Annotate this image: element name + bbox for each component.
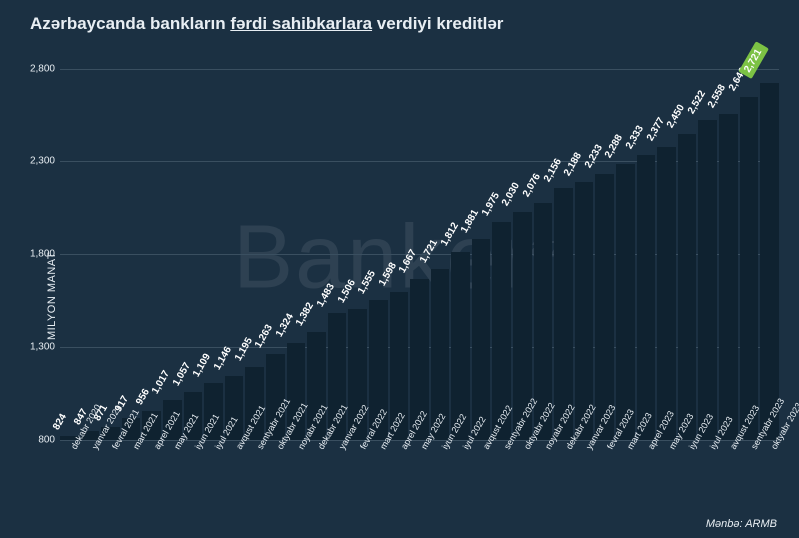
bar-slot: 1,812 — [451, 50, 470, 440]
x-label-slot: yanvar 2021 — [81, 442, 100, 538]
bar-slot: 2,558 — [719, 50, 738, 440]
x-axis-labels: dekabr 2020yanvar 2021fevral 2021mart 20… — [60, 442, 779, 538]
bar-slot: 2,646 — [740, 50, 759, 440]
bar: 2,188 — [575, 182, 594, 440]
x-label-slot: oktyabr 2021 — [266, 442, 285, 538]
x-label-slot: iyul 2021 — [204, 442, 223, 538]
bar-value-label: 2,721 — [739, 41, 770, 79]
y-tick: 1,800 — [20, 249, 55, 260]
bar-slot: 1,975 — [492, 50, 511, 440]
bar: 1,881 — [472, 239, 491, 440]
bar-slot: 1,109 — [204, 50, 223, 440]
y-tick: 2,300 — [20, 156, 55, 167]
x-label-slot: iyun 2021 — [184, 442, 203, 538]
bar-slot: 1,057 — [184, 50, 203, 440]
x-label-slot: yanvar 2022 — [328, 442, 347, 538]
chart-title: Azərbaycanda bankların fərdi sahibkarlar… — [30, 14, 503, 34]
title-prefix: Azərbaycanda bankların — [30, 14, 230, 33]
bar-slot: 871 — [101, 50, 120, 440]
bar-slot: 1,506 — [348, 50, 367, 440]
bar-slot: 1,324 — [287, 50, 306, 440]
x-label-slot: may 2023 — [657, 442, 676, 538]
x-label-slot: may 2021 — [163, 442, 182, 538]
bar-slot: 1,483 — [328, 50, 347, 440]
x-label-slot: avqust 2021 — [225, 442, 244, 538]
x-label-slot: fevral 2022 — [348, 442, 367, 538]
x-label-slot: dekabr 2020 — [60, 442, 79, 538]
x-label-slot: may 2022 — [410, 442, 429, 538]
bar-slot: 1,598 — [390, 50, 409, 440]
bar: 2,721 — [760, 83, 779, 440]
bar: 2,156 — [554, 188, 573, 440]
bar-slot: 2,233 — [595, 50, 614, 440]
x-label-slot: dekabr 2021 — [307, 442, 326, 538]
x-label-slot: aprel 2021 — [142, 442, 161, 538]
x-label-slot: fevral 2021 — [101, 442, 120, 538]
x-label-slot: iyun 2022 — [431, 442, 450, 538]
bar-slot: 917 — [122, 50, 141, 440]
bar-slot: 2,288 — [616, 50, 635, 440]
bar-slot: 1,555 — [369, 50, 388, 440]
bar-slot: 2,333 — [637, 50, 656, 440]
bar: 2,558 — [719, 114, 738, 440]
y-tick: 1,300 — [20, 342, 55, 353]
title-suffix: verdiyi kreditlər — [372, 14, 503, 33]
bars-group: 8248478719179561,0171,0571,1091,1461,195… — [60, 50, 779, 440]
y-axis-label: MILYON MANAT — [46, 252, 58, 340]
x-label-slot: avqust 2022 — [472, 442, 491, 538]
bar-slot: 2,156 — [554, 50, 573, 440]
source-label: Mənbə: ARMB — [706, 518, 777, 530]
x-label-slot: iyul 2022 — [451, 442, 470, 538]
x-label-slot: mart 2022 — [369, 442, 388, 538]
x-label-slot: aprel 2023 — [637, 442, 656, 538]
bar-slot: 1,881 — [472, 50, 491, 440]
chart-container: Azərbaycanda bankların fərdi sahibkarlar… — [0, 0, 799, 538]
x-label-slot: dekabr 2022 — [554, 442, 573, 538]
x-label-slot: fevral 2023 — [595, 442, 614, 538]
plot-area: 8001,3001,8002,3002,800 8248478719179561… — [60, 50, 779, 440]
bar: 2,377 — [657, 147, 676, 440]
x-label-slot: mart 2023 — [616, 442, 635, 538]
y-tick: 800 — [20, 435, 55, 446]
x-label-slot: noyabr 2021 — [287, 442, 306, 538]
x-label-slot: sentyabr 2022 — [492, 442, 511, 538]
x-label-slot: mart 2021 — [122, 442, 141, 538]
bar-slot: 1,195 — [245, 50, 264, 440]
bar-slot: 1,382 — [307, 50, 326, 440]
bar-slot: 1,146 — [225, 50, 244, 440]
x-label-slot: yanvar 2023 — [575, 442, 594, 538]
y-tick: 2,800 — [20, 63, 55, 74]
bar: 2,522 — [698, 120, 717, 440]
bar-slot: 2,076 — [534, 50, 553, 440]
x-label-slot: noyabr 2022 — [534, 442, 553, 538]
x-label-slot: iyun 2023 — [678, 442, 697, 538]
bar-slot: 824 — [60, 50, 79, 440]
bar: 2,646 — [740, 97, 759, 440]
x-label-slot: sentyabr 2021 — [245, 442, 264, 538]
bar-slot: 847 — [81, 50, 100, 440]
bar: 2,288 — [616, 164, 635, 440]
bar: 2,333 — [637, 155, 656, 440]
title-underline: fərdi sahibkarlara — [230, 14, 372, 33]
x-label-slot: aprel 2022 — [390, 442, 409, 538]
bar-slot: 2,030 — [513, 50, 532, 440]
x-label-slot: oktyabr 2022 — [513, 442, 532, 538]
bar-value-label: 824 — [51, 412, 69, 432]
bar-slot: 1,263 — [266, 50, 285, 440]
bar: 2,450 — [678, 134, 697, 440]
bar-slot: 2,188 — [575, 50, 594, 440]
bar-slot: 2,721 — [760, 50, 779, 440]
bar: 2,233 — [595, 174, 614, 440]
